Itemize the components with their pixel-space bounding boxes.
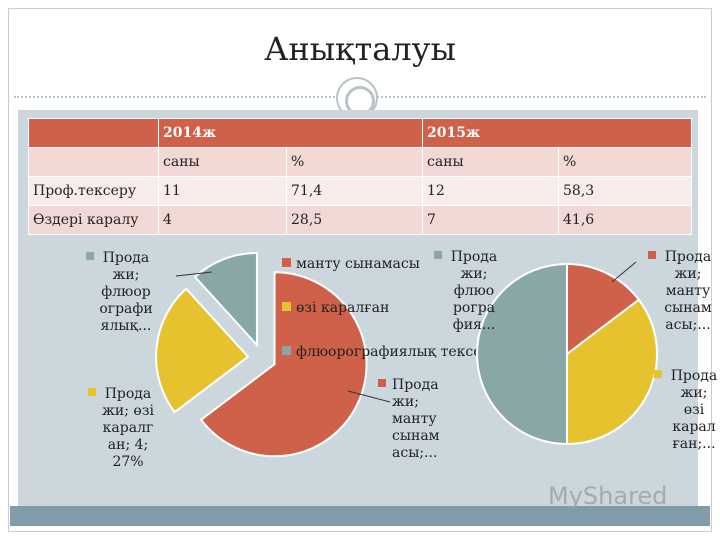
table-header-cell: 2015ж [422,118,692,148]
bottom-bar [10,506,710,526]
pie-data-label: Прода жи; өзі каралг ан; 4; 27% [102,386,154,470]
table-cell: 7 [422,205,559,235]
table-cell: 11 [158,176,287,206]
table-subheader-row: саны % саны % [28,147,692,177]
pie-data-label: Прода жи; манту сынам асы;... [392,377,440,461]
slide-title: Анықталуы [264,30,456,68]
table-cell: 41,6 [558,205,692,235]
table-cell: 58,3 [558,176,692,206]
data-label-marker [88,388,96,396]
table-cell: % [558,147,692,177]
table-header-cell: 2014ж [158,118,423,148]
pie-data-label: Прода жи; флюор ографи ялық... [99,250,152,334]
table-header-row: 2014ж 2015ж [28,118,692,148]
table-cell: саны [158,147,287,177]
leader-line [175,271,213,277]
table-cell: 28,5 [286,205,423,235]
table-cell: Проф.тексеру [28,176,159,206]
table-cell: 4 [158,205,287,235]
data-label-marker [434,251,442,259]
legend-swatch [282,258,291,267]
legend-swatch [282,346,291,355]
watermark: MyShared [548,482,668,510]
legend-entry: өзі каралған [296,300,389,316]
pie-data-label: Прода жи; манту сынам асы;... [664,249,712,333]
legend-entry: флюорографиялық тексеру [296,344,499,360]
pie-slice [193,251,258,348]
legend-entry: манту сынамасы [296,256,420,272]
data-label-marker [648,251,656,259]
leader-line [347,390,391,403]
table-cell: Өздері каралу [28,205,159,235]
pie-slice [566,262,641,357]
pie-data-label: Прода жи; флюо рогра фия... [451,249,498,333]
table-row: Проф.тексеру 11 71,4 12 58,3 [28,176,692,206]
data-label-marker [378,379,386,387]
pie-slice [476,262,568,446]
data-table: 2014ж 2015ж саны % саны % Проф.тексеру 1… [28,118,692,235]
legend-swatch [282,302,291,311]
table-row: Өздері каралу 4 28,5 7 41,6 [28,205,692,235]
pie-slice [155,287,250,414]
data-label-marker [86,252,94,260]
data-label-marker [654,370,662,378]
leader-line [611,261,637,283]
pie-data-label: Прода жи; өзі карал ған;... [671,368,718,452]
pie-slice [566,298,658,446]
table-cell: % [286,147,423,177]
table-cell: 12 [422,176,559,206]
pie-slice [199,271,368,458]
